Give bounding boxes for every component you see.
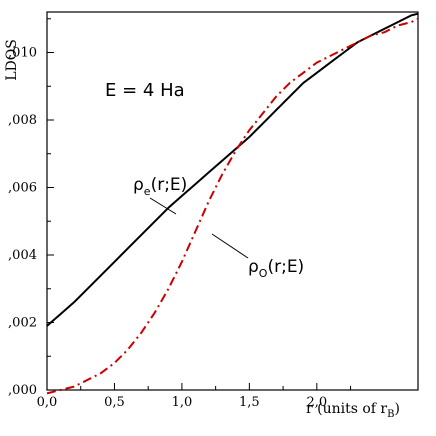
rho-o-sub: O [259,267,268,280]
x-tick-label: 1,0 [172,395,193,410]
rho-o-main: ρ [248,257,259,277]
x-axis-title-close: ) [395,401,400,417]
x-tick-label: 2,0 [306,395,327,410]
y-tick-label: ,010 [8,46,37,61]
series-label-rho-o: ρO(r;E) [248,257,304,280]
x-axis-title-sub: B [387,409,394,420]
series-layer [46,12,419,395]
series-pointer-rho-o [211,233,249,259]
y-tick-label: ,004 [8,248,37,263]
x-tick-label: 0,5 [104,395,125,410]
rho-o-rest: (r;E) [267,257,304,277]
series-label-rho-e: ρe(r;E) [133,175,187,198]
rho-e-main: ρ [133,175,144,195]
series-line-rho-e [46,12,419,327]
annotation-energy: E = 4 Ha [105,80,185,101]
axis-ticks: 0,0 0,5 1,0 1,5 2,0 ,000 ,002 ,004 ,006 ,008 ,010 [8,18,352,410]
x-axis-title: r (units of rB) [306,401,400,420]
y-tick-label: ,008 [8,113,37,128]
rho-e-sub: e [144,185,151,198]
plot-area [46,11,419,391]
y-tick-label: ,006 [8,181,37,196]
y-tick-label: ,002 [8,316,37,331]
series-pointer-rho-e [149,197,177,215]
rho-e-rest: (r;E) [151,175,188,195]
y-axis-title: LDOS [4,39,20,81]
x-tick-label: 1,5 [239,395,260,410]
y-tick-label: ,000 [8,383,37,398]
x-axis-title-main: r (units of r [306,401,387,417]
x-tick-label: 0,0 [37,395,58,410]
